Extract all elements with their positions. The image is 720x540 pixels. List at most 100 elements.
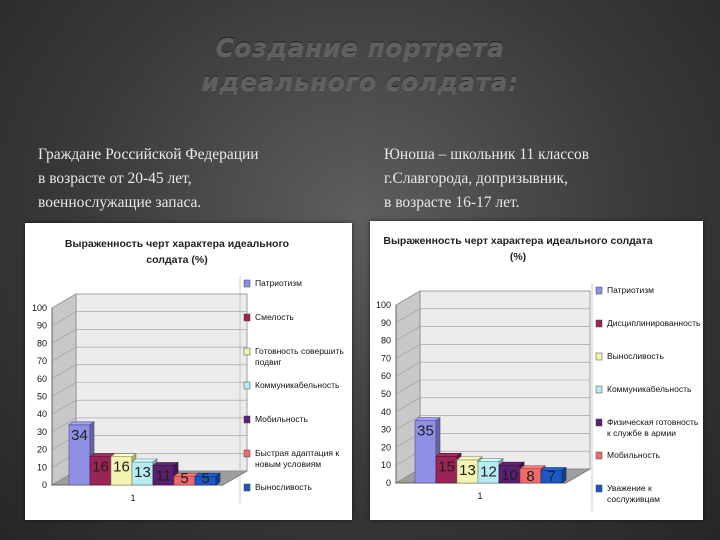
gridline: [51, 417, 77, 433]
legend-swatch: [243, 347, 251, 356]
data-label: 8: [526, 468, 534, 485]
data-label: 35: [417, 423, 434, 440]
gridline: [395, 344, 421, 359]
legend-swatch: [595, 286, 603, 295]
y-tick-label: 10: [381, 460, 391, 470]
legend-label: Уважение к: [607, 483, 652, 493]
y-tick-label: 60: [37, 374, 47, 384]
gridline: [51, 399, 77, 415]
slide-title-line-1: Создание портрета: [215, 33, 505, 62]
data-label: 5: [180, 470, 188, 487]
chart-title-line: Выраженность черт характера идеального: [65, 238, 289, 250]
data-label: 11: [156, 468, 172, 485]
gridline: [395, 361, 421, 377]
legend-label: Выносливость: [607, 351, 664, 361]
chart-title-line: солдата (%): [146, 254, 207, 266]
data-label: 12: [480, 464, 497, 481]
legend-label: подвиг: [255, 357, 281, 367]
left-caption: Граждане Российской Федерации в возрасте…: [38, 143, 259, 215]
left-caption-line: Граждане Российской Федерации: [38, 146, 259, 163]
data-label: 15: [438, 458, 455, 475]
y-tick-label: 30: [37, 427, 47, 437]
bar-side: [561, 466, 567, 484]
legend-label: Физическая готовность: [607, 417, 699, 427]
right-chart-panel: Выраженность черт характера идеального с…: [370, 221, 703, 520]
gridline: [51, 364, 77, 380]
legend-label: к службе в армии: [607, 428, 676, 438]
y-tick-label: 70: [37, 356, 47, 366]
y-tick-label: 60: [381, 371, 391, 381]
legend-swatch: [243, 381, 251, 390]
right-caption-line: Юноша – школьник 11 классов: [384, 146, 590, 163]
y-tick-label: 80: [381, 336, 391, 346]
left-caption-line: военнослужащие запаса.: [38, 194, 202, 211]
gridline: [395, 290, 421, 306]
y-tick-label: 0: [42, 480, 47, 490]
legend-label: Мобильность: [255, 414, 308, 424]
gridline: [395, 415, 421, 430]
data-label: 16: [113, 459, 130, 476]
y-tick-label: 90: [381, 318, 391, 328]
y-tick-label: 10: [37, 462, 47, 472]
legend-swatch: [243, 483, 251, 492]
x-tick-label: 1: [130, 493, 135, 503]
legend-swatch: [595, 385, 603, 394]
data-label: 5: [201, 470, 209, 487]
bar-7: [194, 472, 221, 486]
legend-label: Быстрая адаптация к: [255, 448, 339, 458]
legend-swatch: [595, 352, 603, 361]
legend-label: Готовность совершить: [255, 346, 344, 356]
data-label: 34: [71, 427, 88, 444]
gridline: [51, 311, 77, 326]
y-tick-label: 100: [32, 303, 47, 313]
legend-swatch: [595, 319, 603, 328]
y-tick-label: 0: [386, 478, 391, 488]
y-tick-label: 30: [381, 425, 391, 435]
gridline: [395, 397, 421, 413]
gridline: [395, 308, 421, 324]
y-tick-label: 20: [37, 445, 47, 455]
y-tick-label: 70: [381, 353, 391, 363]
data-label: 10: [501, 467, 518, 484]
y-tick-label: 50: [381, 389, 391, 399]
data-label: 13: [134, 464, 151, 481]
legend-swatch: [595, 484, 603, 493]
left-chart-panel: Выраженность черт характера идеального со…: [25, 223, 352, 520]
legend-label: Дисциплинированность: [607, 318, 701, 328]
right-bar-chart: Выраженность черт характера идеального с…: [376, 235, 701, 511]
gridline: [395, 379, 421, 395]
legend-label: Патриотизм: [607, 285, 654, 295]
y-tick-label: 100: [376, 300, 391, 310]
legend-swatch: [243, 449, 251, 458]
chart-title-line: (%): [510, 251, 526, 263]
bar-side: [215, 472, 221, 486]
y-tick-label: 50: [37, 392, 47, 402]
legend-label: Смелость: [255, 312, 294, 322]
legend-swatch: [243, 279, 251, 288]
bar-1: [414, 417, 441, 484]
legend-label: сослуживцам: [607, 494, 660, 504]
gridline: [51, 293, 77, 309]
right-caption: Юноша – школьник 11 классов г.Славгорода…: [384, 143, 589, 215]
gridline: [51, 329, 77, 344]
bar-7: [540, 466, 567, 484]
y-tick-label: 80: [37, 338, 47, 348]
legend-label: новым условиям: [255, 459, 321, 469]
legend-label: Коммуникабельность: [607, 384, 692, 394]
chart-title-line: Выраженность черт характера идеального с…: [383, 235, 652, 247]
right-caption-line: в возрасте 16-17 лет.: [384, 194, 520, 211]
data-label: 16: [92, 459, 109, 476]
y-tick-label: 90: [37, 321, 47, 331]
legend-swatch: [595, 451, 603, 460]
legend-swatch: [243, 415, 251, 424]
y-tick-label: 40: [37, 409, 47, 419]
left-bar-chart: Выраженность черт характера идеального со…: [32, 238, 344, 503]
slide-title-line-2: идеального солдата:: [201, 67, 519, 96]
data-label: 7: [547, 468, 555, 485]
legend-label: Выносливость: [255, 482, 312, 492]
gridline: [51, 382, 77, 397]
legend-label: Патриотизм: [255, 278, 302, 288]
legend-label: Мобильность: [607, 450, 660, 460]
gridline: [395, 326, 421, 341]
gridline: [51, 346, 77, 362]
